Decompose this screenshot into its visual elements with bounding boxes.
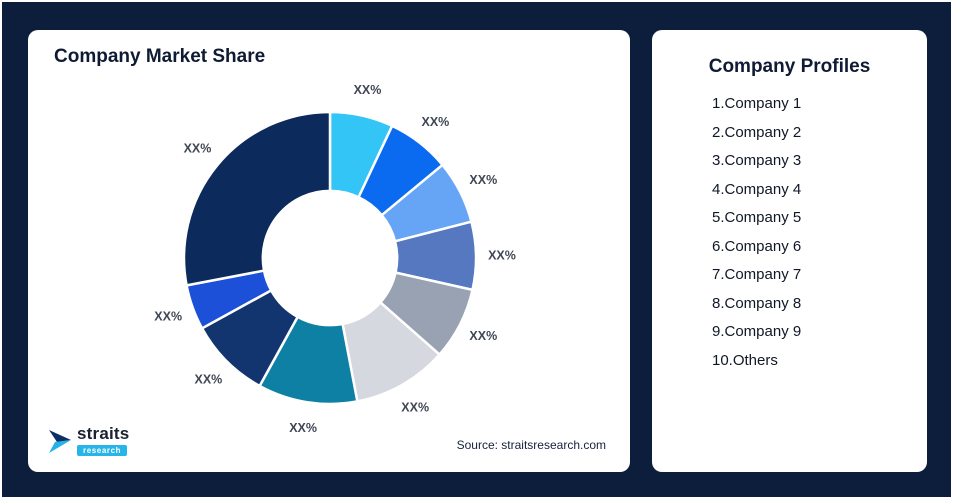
company-profiles-card: Company Profiles 1.Company 1 2.Company 2… [652,30,927,472]
logo-name: straits [77,424,130,444]
logo-subtitle: research [77,445,128,456]
slice-label-3: XX% [469,173,497,187]
logo-text: straits research [77,425,129,456]
list-item: 4.Company 4 [712,180,802,198]
list-item: 8.Company 8 [712,294,802,312]
slice-label-10: XX% [184,141,212,155]
slice-label-7: XX% [289,421,317,435]
slice-label-8: XX% [195,373,223,387]
list-item: 10.Others [712,351,778,369]
list-item: 5.Company 5 [712,209,802,226]
donut-slice-10 [182,110,332,287]
list-item: 7.Company 7 [712,266,802,283]
list-item: 9.Company 9 [712,323,802,340]
straits-research-logo: straits research [48,425,129,456]
slice-label-1: XX% [354,83,382,97]
straits-logo-icon [49,429,71,453]
list-item: 6.Company 6 [712,237,802,255]
market-share-donut-chart: XX% XX% XX% XX% XX% XX% XX% XX% XX% XX% [154,83,516,435]
list-item: 1.Company 1 [712,95,802,112]
market-share-card: Company Market Share XX% XX% XX% XX% XX% XX% X… [28,30,630,472]
slice-label-9: XX% [154,309,182,323]
list-item: 2.Company 2 [712,123,802,141]
market-share-title: Company Market Share [54,46,266,67]
source-note: Source: straitsresearch.com [456,438,606,452]
company-profiles-list: 1.Company 1 2.Company 2 3.Company 3 4.Co… [652,95,927,369]
slice-label-6: XX% [401,400,429,414]
list-item: 3.Company 3 [712,152,802,169]
company-profiles-title: Company Profiles [708,56,871,77]
slice-label-4: XX% [488,248,516,262]
slice-label-2: XX% [422,115,450,129]
slice-label-5: XX% [469,329,497,343]
